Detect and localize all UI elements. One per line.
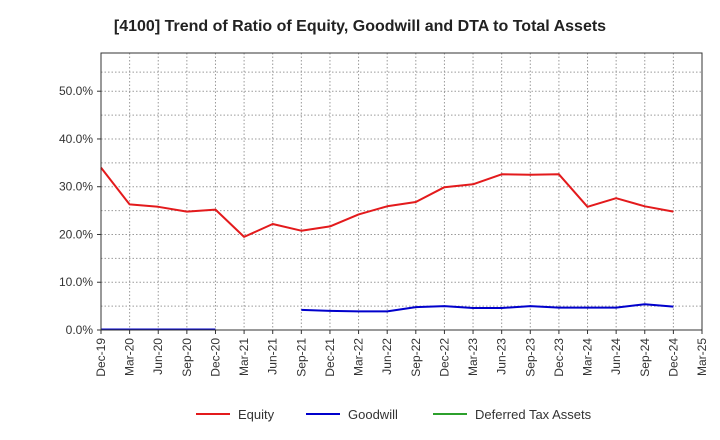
y-tick-label: 10.0% (59, 275, 93, 289)
y-tick-label: 30.0% (59, 180, 93, 194)
y-tick-label: 40.0% (59, 132, 93, 146)
x-tick-label: Mar-25 (695, 338, 709, 376)
grid (101, 53, 702, 330)
y-tick-label: 50.0% (59, 84, 93, 98)
x-tick-label: Mar-23 (466, 338, 480, 376)
x-tick-label: Sep-20 (180, 338, 194, 377)
x-tick-label: Dec-21 (323, 338, 337, 377)
chart-title: [4100] Trend of Ratio of Equity, Goodwil… (114, 18, 606, 35)
x-tick-label: Dec-19 (94, 338, 108, 377)
x-tick-label: Sep-23 (523, 338, 537, 377)
x-tick-label: Sep-21 (294, 338, 308, 377)
plot-frame (100, 52, 703, 331)
x-tick-label: Mar-20 (123, 338, 137, 376)
y-tick-label: 0.0% (66, 323, 94, 337)
x-tick-label: Mar-21 (237, 338, 251, 376)
x-tick-label: Sep-24 (638, 338, 652, 377)
x-tick-label: Dec-24 (666, 338, 680, 377)
x-tick-label: Mar-24 (581, 338, 595, 376)
legend: Equity Goodwill Deferred Tax Assets (196, 407, 592, 422)
y-tick-label: 20.0% (59, 227, 93, 241)
x-tick-label: Jun-22 (380, 338, 394, 375)
legend-label-deferred-tax-assets: Deferred Tax Assets (475, 407, 592, 422)
x-tick-label: Jun-24 (609, 338, 623, 375)
x-tick-label: Dec-23 (552, 338, 566, 377)
x-tick-label: Jun-21 (266, 338, 280, 375)
x-tick-label: Mar-22 (352, 338, 366, 376)
y-axis: 0.0% 10.0% 20.0% 30.0% 40.0% 50.0% (59, 84, 101, 337)
x-axis: Dec-19 Mar-20 Jun-20 Sep-20 Dec-20 Mar-21 Jun-… (94, 330, 709, 377)
legend-label-goodwill: Goodwill (348, 407, 398, 422)
x-tick-label: Dec-22 (437, 338, 451, 377)
equity-line (100, 166, 674, 238)
x-tick-label: Jun-23 (495, 338, 509, 375)
x-tick-label: Sep-22 (409, 338, 423, 377)
x-tick-label: Jun-20 (151, 338, 165, 375)
x-tick-label: Dec-20 (208, 338, 222, 377)
legend-label-equity: Equity (238, 407, 275, 422)
goodwill-line (301, 303, 674, 313)
